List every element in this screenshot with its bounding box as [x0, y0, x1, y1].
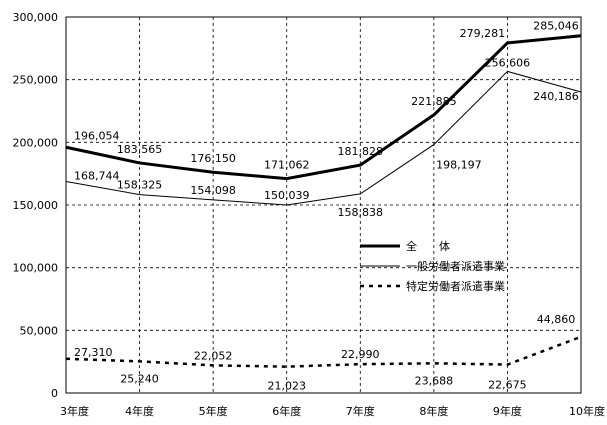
- x-tick-label: 8年度: [419, 404, 448, 418]
- data-label: 22,052: [194, 349, 233, 362]
- y-axis: 0 50,000 100,000 150,000 200,000 250,000 300,0…: [13, 11, 59, 400]
- data-label: 44,860: [537, 313, 576, 326]
- data-label: 158,325: [117, 179, 163, 192]
- y-tick-label: 250,000: [13, 74, 59, 87]
- x-tick-label: 6年度: [272, 404, 301, 418]
- grid: [66, 17, 581, 393]
- data-label: 171,062: [264, 159, 310, 172]
- data-label: 196,054: [74, 129, 120, 142]
- legend-label: 特定労働者派遣事業: [406, 279, 505, 293]
- data-label: 221,885: [411, 95, 457, 108]
- data-label: 240,186: [533, 90, 579, 103]
- legend-label: 全 体: [406, 239, 450, 253]
- series-line-2: [65, 70, 582, 206]
- data-label: 279,281: [460, 27, 506, 40]
- data-label: 150,039: [264, 189, 310, 202]
- data-label: 25,240: [120, 372, 159, 385]
- y-tick-label: 150,000: [13, 199, 59, 212]
- data-label: 22,675: [488, 379, 527, 392]
- data-label: 22,990: [341, 348, 380, 361]
- y-tick-label: 200,000: [13, 136, 59, 149]
- series-lines: [65, 34, 582, 368]
- x-tick-label: 4年度: [125, 404, 154, 418]
- data-label: 23,688: [415, 374, 454, 387]
- x-tick-label: 10年度: [569, 404, 605, 418]
- data-label: 154,098: [190, 184, 236, 197]
- series-line-3: [65, 335, 582, 368]
- x-tick-label: 9年度: [493, 404, 522, 418]
- data-label: 198,197: [436, 159, 482, 172]
- data-label: 158,838: [338, 206, 384, 219]
- plot-frame: [65, 16, 582, 394]
- data-label: 27,310: [74, 346, 113, 359]
- data-label: 285,046: [533, 20, 579, 33]
- x-tick-label: 5年度: [199, 404, 228, 418]
- x-tick-label: 3年度: [60, 404, 89, 418]
- y-tick-label: 300,000: [13, 11, 59, 24]
- data-label: 256,606: [485, 56, 531, 69]
- x-axis: 3年度 4年度 5年度 6年度 7年度 8年度 9年度 10年度: [60, 404, 605, 418]
- legend-label: 一般労働者派遣事業: [406, 259, 505, 273]
- data-label: 183,565: [117, 143, 163, 156]
- data-label: 21,023: [267, 380, 306, 393]
- data-label: 168,744: [74, 170, 120, 183]
- y-tick-label: 0: [51, 387, 58, 400]
- data-label: 176,150: [190, 152, 236, 165]
- y-tick-label: 100,000: [13, 262, 59, 275]
- series-line-1: [65, 34, 582, 181]
- y-tick-label: 50,000: [20, 324, 59, 337]
- x-tick-label: 7年度: [346, 404, 375, 418]
- data-label: 181,828: [338, 145, 384, 158]
